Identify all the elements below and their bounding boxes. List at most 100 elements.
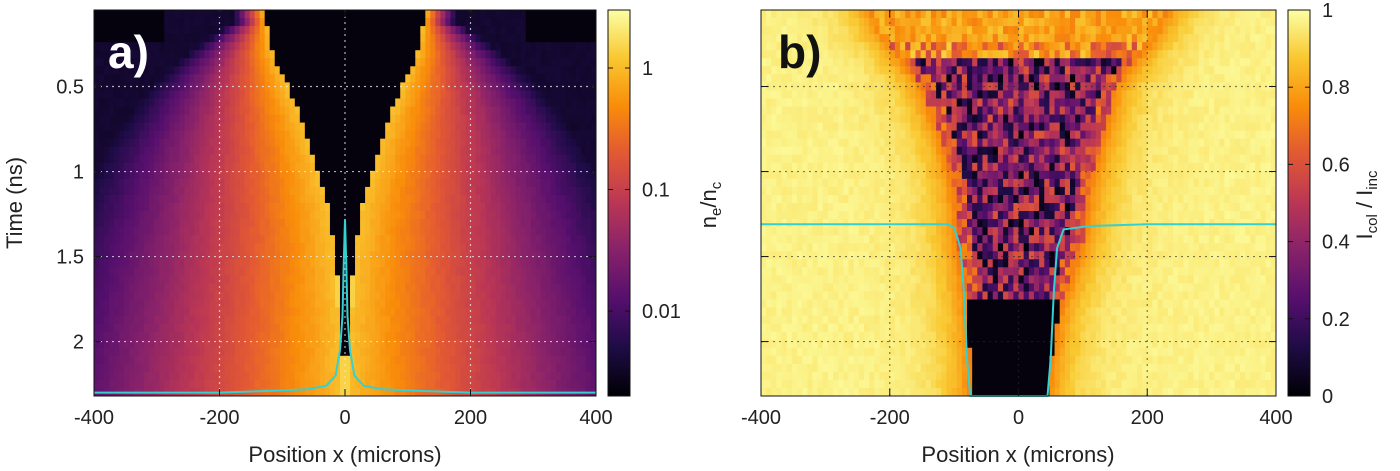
heatmap-cell (460, 146, 467, 156)
heatmap-cell (580, 186, 587, 196)
heatmap-cell (530, 227, 537, 236)
heatmap-cell (179, 162, 185, 172)
heatmap-cell (184, 98, 190, 108)
heatmap-cell (129, 219, 135, 228)
heatmap-cell (585, 162, 592, 172)
heatmap-cell (124, 138, 130, 148)
heatmap-cell (154, 66, 160, 75)
heatmap-cell (184, 122, 190, 132)
heatmap-cell (380, 194, 386, 204)
heatmap-cell (154, 106, 160, 116)
heatmap-cell (309, 203, 316, 212)
heatmap-cell (134, 331, 140, 341)
heatmap-cell (224, 363, 231, 373)
heatmap-cell (405, 243, 411, 252)
heatmap-cell (94, 154, 100, 164)
heatmap-cell (189, 267, 195, 276)
heatmap-cell (304, 219, 311, 228)
heatmap-cell (390, 275, 396, 285)
heatmap-cell (485, 219, 492, 228)
heatmap-cell (415, 307, 421, 317)
heatmap-cell (259, 122, 266, 132)
heatmap-cell (395, 315, 401, 325)
heatmap-cell (164, 235, 170, 244)
heatmap-cell (475, 275, 482, 285)
heatmap-cell (345, 18, 351, 27)
heatmap-cell (485, 162, 492, 172)
heatmap-cell (259, 170, 266, 180)
heatmap-cell (370, 355, 376, 365)
heatmap-cell (129, 26, 135, 35)
heatmap-cell (279, 186, 286, 196)
heatmap-cell (395, 58, 401, 67)
heatmap-cell (289, 106, 296, 116)
heatmap-cell (144, 130, 150, 140)
heatmap-cell (585, 267, 592, 276)
heatmap-cell (204, 259, 211, 268)
heatmap-cell (159, 194, 165, 204)
heatmap-cell (525, 42, 532, 51)
heatmap-cell (520, 275, 527, 285)
heatmap-cell (184, 186, 190, 196)
heatmap-cell (786, 18, 793, 27)
heatmap-cell (144, 26, 150, 35)
heatmap-cell (510, 122, 517, 132)
heatmap-cell (480, 347, 487, 357)
heatmap-cell (284, 259, 291, 268)
heatmap-cell (495, 275, 502, 285)
heatmap-cell (129, 114, 135, 124)
heatmap-cell (194, 203, 201, 212)
heatmap-cell (560, 178, 567, 188)
heatmap-cell (405, 235, 411, 244)
heatmap-cell (370, 387, 376, 396)
heatmap-cell (144, 211, 150, 220)
heatmap-cell (324, 114, 331, 124)
heatmap-cell (530, 90, 537, 100)
heatmap-cell (289, 291, 296, 301)
heatmap-cell (304, 299, 311, 309)
heatmap-cell (144, 339, 150, 349)
heatmap-cell (360, 235, 366, 244)
heatmap-cell (309, 211, 316, 220)
heatmap-cell (525, 98, 532, 108)
heatmap-cell (174, 58, 180, 67)
heatmap-cell (540, 371, 547, 381)
heatmap-cell (334, 203, 341, 212)
heatmap-cell (580, 323, 587, 333)
heatmap-cell (350, 138, 356, 148)
heatmap-cell (304, 243, 311, 252)
heatmap-cell (400, 339, 406, 349)
heatmap-cell (139, 74, 145, 83)
heatmap-cell (355, 162, 361, 172)
heatmap-cell (370, 371, 376, 381)
heatmap-cell (199, 66, 206, 75)
heatmap-cell (209, 74, 216, 83)
heatmap-cell (505, 90, 512, 100)
heatmap-cell (309, 138, 316, 148)
heatmap-cell (590, 379, 596, 389)
heatmap-cell (129, 259, 135, 268)
heatmap-cell (510, 26, 517, 35)
heatmap-cell (370, 146, 376, 156)
heatmap-cell (355, 10, 361, 19)
heatmap-cell (540, 18, 547, 27)
heatmap-cell (149, 355, 155, 365)
heatmap-cell (781, 18, 788, 27)
heatmap-cell (580, 339, 587, 349)
heatmap-cell (460, 162, 467, 172)
heatmap-cell (992, 10, 999, 19)
heatmap-cell (234, 18, 241, 27)
heatmap-cell (455, 331, 462, 341)
heatmap-cell (219, 90, 226, 100)
heatmap-cell (184, 162, 190, 172)
heatmap-cell (370, 315, 376, 325)
heatmap-cell (490, 186, 497, 196)
heatmap-cell (430, 106, 436, 116)
heatmap-cell (134, 114, 140, 124)
heatmap-cell (465, 42, 472, 51)
heatmap-cell (119, 74, 125, 83)
heatmap-cell (385, 114, 391, 124)
heatmap-cell (224, 170, 231, 180)
heatmap-cell (360, 194, 366, 204)
heatmap-cell (149, 74, 155, 83)
